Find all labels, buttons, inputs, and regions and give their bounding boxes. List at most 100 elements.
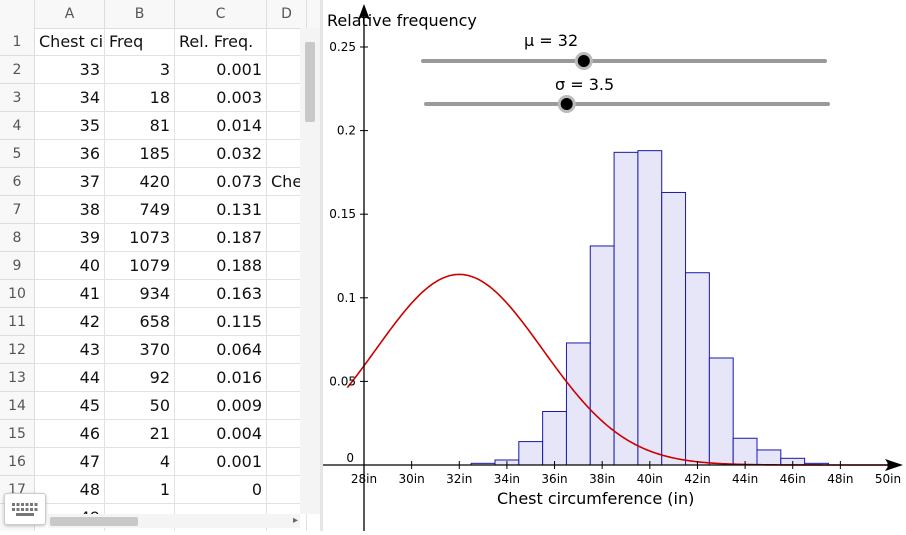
histogram-bar (732, 437, 758, 466)
header-cell[interactable]: Chest ci (35, 28, 105, 56)
row-header[interactable]: 2 (0, 56, 35, 84)
row-header[interactable]: 10 (0, 280, 35, 308)
header-cell[interactable]: Rel. Freq. (175, 28, 267, 56)
table-cell[interactable]: 0.187 (175, 224, 267, 252)
keyboard-button[interactable] (4, 493, 46, 525)
table-cell[interactable]: 34 (35, 84, 105, 112)
table-cell[interactable]: 1079 (105, 252, 175, 280)
table-cell[interactable]: 0.009 (175, 392, 267, 420)
table-cell[interactable]: 48 (35, 476, 105, 504)
table-cell[interactable]: 4 (105, 448, 175, 476)
table-cell[interactable]: 81 (105, 112, 175, 140)
scroll-right-arrow-icon[interactable]: ▸ (292, 515, 298, 526)
row-header[interactable]: 14 (0, 392, 35, 420)
table-cell[interactable]: 1 (105, 476, 175, 504)
column-header-b[interactable]: B (105, 0, 175, 28)
x-tick-label: 50in (875, 472, 901, 486)
table-cell[interactable]: 0.131 (175, 196, 267, 224)
row-header[interactable]: 16 (0, 448, 35, 476)
table-cell[interactable]: 37 (35, 168, 105, 196)
row-header[interactable]: 8 (0, 224, 35, 252)
row-header[interactable]: 6 (0, 168, 35, 196)
table-cell[interactable]: 0.016 (175, 364, 267, 392)
table-cell[interactable]: 44 (35, 364, 105, 392)
table-cell[interactable]: 45 (35, 392, 105, 420)
table-cell[interactable]: 43 (35, 336, 105, 364)
table-cell[interactable]: 47 (35, 448, 105, 476)
sigma-slider-knob[interactable] (560, 98, 573, 110)
table-cell[interactable]: 0.188 (175, 252, 267, 280)
table-cell[interactable]: 0.073 (175, 168, 267, 196)
table-cell[interactable]: 0.032 (175, 140, 267, 168)
histogram-bar (613, 151, 639, 466)
table-cell[interactable]: 0.001 (175, 448, 267, 476)
table-cell[interactable]: 934 (105, 280, 175, 308)
y-tick-label: 0.1 (337, 291, 356, 305)
table-cell[interactable]: 35 (35, 112, 105, 140)
row-header[interactable]: 5 (0, 140, 35, 168)
horizontal-scrollbar[interactable]: ▸ (48, 514, 300, 528)
sigma-slider-label: σ = 3.5 (555, 75, 614, 94)
table-cell[interactable] (267, 504, 307, 531)
y-tick-label: 0.05 (329, 374, 356, 388)
row-header[interactable]: 1 (0, 28, 35, 56)
table-cell[interactable]: 0.004 (175, 420, 267, 448)
x-tick-label: 38in (589, 472, 615, 486)
row-header[interactable]: 4 (0, 112, 35, 140)
x-tick-label: 28in (351, 472, 377, 486)
table-cell[interactable]: 0.115 (175, 308, 267, 336)
histogram-bar (542, 410, 567, 466)
column-header-c[interactable]: C (175, 0, 267, 28)
table-cell[interactable]: 50 (105, 392, 175, 420)
table-cell[interactable]: 658 (105, 308, 175, 336)
table-cell[interactable]: 39 (35, 224, 105, 252)
table-cell[interactable]: 0.014 (175, 112, 267, 140)
column-header-a[interactable]: A (35, 0, 105, 28)
row-header[interactable]: 12 (0, 336, 35, 364)
table-cell[interactable]: 370 (105, 336, 175, 364)
row-header[interactable]: 3 (0, 84, 35, 112)
table-cell[interactable]: 36 (35, 140, 105, 168)
table-cell[interactable]: 3 (105, 56, 175, 84)
table-cell[interactable]: 420 (105, 168, 175, 196)
row-header[interactable]: 7 (0, 196, 35, 224)
view-divider[interactable] (320, 0, 323, 531)
row-header[interactable]: 11 (0, 308, 35, 336)
table-cell[interactable]: 749 (105, 196, 175, 224)
horizontal-scroll-thumb[interactable] (50, 517, 138, 526)
header-cell[interactable]: Freq (105, 28, 175, 56)
table-cell[interactable]: 0 (175, 476, 267, 504)
vertical-scrollbar[interactable] (300, 28, 320, 514)
mu-slider[interactable]: μ = 32 (421, 31, 827, 70)
table-cell[interactable]: 92 (105, 364, 175, 392)
x-tick-label: 48in (827, 472, 853, 486)
column-header-d[interactable]: D (267, 0, 307, 28)
row-header[interactable]: 15 (0, 420, 35, 448)
mu-slider-knob[interactable] (577, 55, 590, 67)
table-cell[interactable]: 33 (35, 56, 105, 84)
sigma-slider[interactable]: σ = 3.5 (424, 75, 830, 113)
histogram-bar (518, 441, 544, 466)
table-cell[interactable]: 1073 (105, 224, 175, 252)
row-header[interactable]: 13 (0, 364, 35, 392)
table-cell[interactable]: 46 (35, 420, 105, 448)
corner-cell[interactable] (0, 0, 35, 28)
vertical-scroll-thumb[interactable] (305, 42, 315, 122)
table-cell[interactable]: 42 (35, 308, 105, 336)
graphics-canvas[interactable]: 0 0.05 0.1 0.15 0.2 0.25 28in 30in 32in 34in 36in 3… (323, 0, 906, 531)
table-cell[interactable]: 185 (105, 140, 175, 168)
table-cell[interactable]: 0.001 (175, 56, 267, 84)
x-axis-arrow-icon (885, 459, 903, 471)
table-cell[interactable]: 41 (35, 280, 105, 308)
table-cell[interactable]: 0.163 (175, 280, 267, 308)
table-cell[interactable]: 38 (35, 196, 105, 224)
table-cell[interactable]: 0.064 (175, 336, 267, 364)
keyboard-icon (12, 503, 38, 516)
table-cell[interactable]: 0.003 (175, 84, 267, 112)
mu-slider-label: μ = 32 (524, 31, 578, 50)
table-cell[interactable]: 21 (105, 420, 175, 448)
row-header[interactable]: 9 (0, 252, 35, 280)
table-cell[interactable]: 18 (105, 84, 175, 112)
table-cell[interactable]: 40 (35, 252, 105, 280)
graphics-view[interactable]: 0 0.05 0.1 0.15 0.2 0.25 28in 30in 32in 34in 36in 3… (323, 0, 906, 531)
